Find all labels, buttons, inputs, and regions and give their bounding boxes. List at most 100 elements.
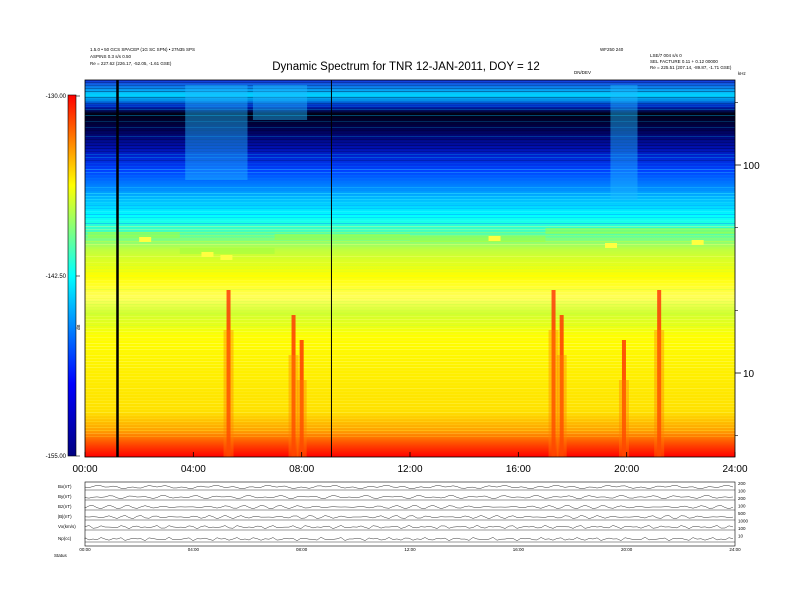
spectrum-band — [85, 109, 735, 110]
spectrum-band — [85, 322, 735, 323]
emission-patch — [610, 85, 638, 200]
spectrum-band — [85, 427, 735, 428]
emission-patch — [179, 248, 275, 254]
spectrum-band — [85, 385, 735, 386]
radio-burst-halo — [618, 380, 629, 457]
spectrum-band — [85, 232, 735, 233]
x-tick-label: 00:00 — [72, 464, 97, 475]
header-right-line: LSE/7 004 s/s 0 — [650, 53, 682, 58]
spectrum-band — [85, 160, 735, 161]
radio-burst — [226, 290, 231, 457]
radio-burst — [559, 315, 564, 457]
spectrum-band — [85, 91, 735, 92]
spectrum-band — [85, 265, 735, 266]
spectrum-band — [85, 94, 735, 95]
spectrum-band — [85, 280, 735, 281]
spectrum-band — [85, 337, 735, 338]
emission-patch — [410, 236, 546, 242]
x-tick-label: 16:00 — [506, 464, 531, 475]
spectrum-band — [85, 382, 735, 383]
spectrum-band — [85, 376, 735, 377]
spectrum-band — [85, 142, 735, 143]
spectrum-band — [85, 373, 735, 374]
header-right-line: SEL FACTURE 0.11 + 0.12 00000 — [650, 59, 718, 64]
spectrum-band — [85, 370, 735, 371]
chart-title: Dynamic Spectrum for TNR 12-JAN-2011, DO… — [272, 61, 539, 73]
spectrum-band — [85, 187, 735, 188]
spectrum-band — [85, 436, 735, 437]
spectrum-band — [85, 340, 735, 341]
emission-patch — [139, 237, 152, 242]
spectrum-band — [85, 295, 735, 296]
radio-burst-halo — [223, 330, 234, 457]
panel-x-tick-label: 16:00 — [513, 547, 525, 552]
emission-patch — [185, 85, 248, 180]
spectrum-band — [85, 154, 735, 155]
spectrum-band — [85, 412, 735, 413]
spectrum-band — [85, 208, 735, 209]
spectrum-band — [85, 193, 735, 194]
spectrum-band — [85, 226, 735, 227]
spectrum-band — [85, 157, 735, 158]
panel-x-tick-label: 24:00 — [729, 547, 741, 552]
spectrum-band — [85, 274, 735, 275]
spectrum-band — [85, 259, 735, 260]
spectrum-band — [85, 361, 735, 362]
spectrum-band — [85, 310, 735, 311]
emission-patch — [691, 240, 704, 245]
x-tick-label: 24:00 — [722, 464, 747, 475]
colorbar-tick-label: -155.00 — [46, 454, 67, 460]
colorbar-label: dB — [76, 324, 81, 330]
colorbar: -130.00 -142.50 -155.00 dB — [46, 94, 81, 460]
spectrum-band — [85, 268, 735, 269]
panel-x-tick-label: 08:00 — [296, 547, 308, 552]
spectrum-band — [85, 358, 735, 359]
emission-patch — [605, 243, 617, 248]
spectrum-band — [85, 355, 735, 356]
spectrum-band — [85, 130, 735, 131]
spectrum-band — [85, 229, 735, 230]
spectrum-band — [85, 367, 735, 368]
radio-burst — [657, 290, 662, 457]
spectrum-band — [85, 292, 735, 293]
spectrum-band — [85, 151, 735, 152]
spectrum-band — [85, 430, 735, 431]
spectrum-band — [85, 217, 735, 218]
spectrum-band — [85, 262, 735, 263]
y-tick-label: 10 — [743, 369, 755, 380]
spectrum-band — [85, 211, 735, 212]
spectrum-band — [85, 298, 735, 299]
emission-patch — [87, 232, 180, 238]
spectrum-band — [85, 166, 735, 167]
spectrum-band — [85, 304, 735, 305]
panel-label: Vx(km/s) — [58, 524, 76, 529]
panel-trace — [84, 536, 734, 541]
spectrum-band — [85, 181, 735, 182]
panel-right-tick-label: 100 — [738, 489, 746, 494]
colorbar-tick-label: -130.00 — [46, 94, 67, 100]
spectrum-band — [85, 331, 735, 332]
panel-right-tick-label: 10 — [738, 534, 744, 539]
radio-burst-halo — [296, 380, 307, 457]
emission-patch — [201, 252, 214, 257]
spectrum-band — [85, 139, 735, 140]
spectrum-band — [85, 175, 735, 176]
spectrum-band — [85, 283, 735, 284]
panel-label: Bz(nT) — [58, 504, 72, 509]
header-right-line: Re = 225.51 (207.14, -89.87, -1.71 GSE) — [650, 65, 732, 70]
spectrum-band — [85, 145, 735, 146]
spectrum-band — [85, 403, 735, 404]
spectrum-band — [85, 391, 735, 392]
spectrum-band — [85, 406, 735, 407]
radio-burst — [299, 340, 304, 457]
radio-burst-halo — [288, 355, 299, 457]
bottom-panels-frame — [84, 481, 736, 547]
panel-right-tick-label: 200 — [738, 496, 746, 501]
spectrum-band — [85, 172, 735, 173]
spectrogram-background — [85, 80, 735, 457]
spectrum-band — [85, 250, 735, 251]
yaxis-corner-label: kHz — [738, 71, 746, 76]
panel-x-tick-label: 04:00 — [188, 547, 200, 552]
emission-patch — [220, 255, 233, 260]
